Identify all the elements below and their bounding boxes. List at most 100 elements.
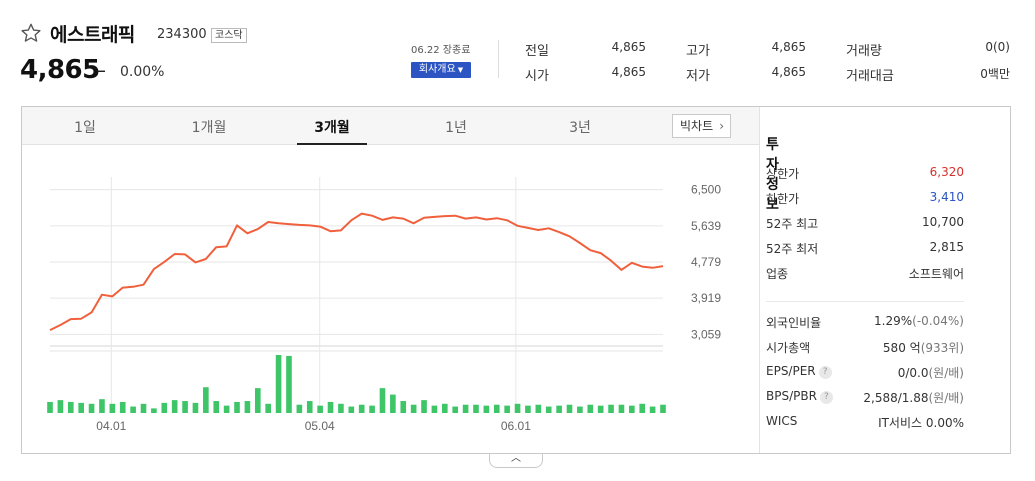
volume-bar xyxy=(234,401,240,413)
volume-bar xyxy=(275,355,282,413)
y-tick-label: 6,500 xyxy=(691,183,721,197)
volume-bar xyxy=(462,404,469,413)
chevron-up-icon: ︿ xyxy=(511,453,521,464)
volume-bar xyxy=(483,405,490,413)
volume-bar xyxy=(327,401,334,413)
info-value-main: 1.29% xyxy=(874,314,913,328)
big-chart-button[interactable]: 빅차트 › xyxy=(672,114,731,138)
volume-bar xyxy=(587,404,594,413)
y-tick-label: 5,639 xyxy=(691,219,721,233)
volume-bar xyxy=(400,401,407,413)
volume-bar xyxy=(660,404,666,413)
info-label: 52주 최고 xyxy=(766,217,819,231)
x-tick-label: 05.04 xyxy=(305,419,335,433)
volume-bar xyxy=(390,394,396,413)
tab-3m[interactable]: 3개월 xyxy=(314,120,350,136)
volume-bar xyxy=(88,403,95,413)
volume-bar xyxy=(213,401,220,413)
info-value-unit: (원/배) xyxy=(928,366,965,380)
volume-bar xyxy=(286,355,292,413)
info-value-unit: (933위) xyxy=(920,341,964,355)
quote-value-high: 4,865 xyxy=(771,40,806,54)
info-value: 6,320 xyxy=(929,165,964,179)
info-label: 시가총액 xyxy=(766,341,811,355)
info-value[interactable]: IT서비스 0.00% xyxy=(878,416,964,430)
info-row-foreign-ratio: 외국인비율 1.29%(-0.04%) xyxy=(766,314,964,334)
volume-bar xyxy=(171,400,178,413)
volume-bar xyxy=(244,401,251,413)
volume-bar xyxy=(379,388,386,413)
volume-bar xyxy=(140,403,147,413)
quote-label-high: 고가 xyxy=(686,44,710,59)
change-sign: – xyxy=(96,58,106,82)
info-label: BPS/PBR? xyxy=(766,389,833,404)
info-value: 580 억(933위) xyxy=(883,339,964,356)
volume-bar xyxy=(452,406,459,413)
quote-value-prev-close: 4,865 xyxy=(611,40,646,54)
volume-bar xyxy=(317,405,323,413)
help-icon[interactable]: ? xyxy=(818,366,832,379)
tab-1m[interactable]: 1개월 xyxy=(191,120,227,136)
volume-bar xyxy=(566,404,573,413)
info-label: EPS/PER? xyxy=(766,364,832,379)
volume-bar xyxy=(358,404,365,413)
price-chart[interactable]: 6,500 5,639 4,779 3,919 3,059 04.01 05.04 06.01 xyxy=(22,145,759,453)
info-label-text: EPS/PER xyxy=(766,364,816,378)
quote-value-open: 4,865 xyxy=(611,65,646,79)
y-tick-label: 3,919 xyxy=(691,291,721,305)
caret-down-icon: ▼ xyxy=(457,66,464,74)
change-rate: 0.00% xyxy=(120,64,165,80)
chart-panel: 1일 1개월 3개월 1년 3년 빅차트 › 6,500 5,639 4,779 3,… xyxy=(21,106,1011,454)
volume-bar xyxy=(649,406,656,413)
volume-bar xyxy=(493,404,500,413)
info-label: WICS xyxy=(766,414,798,428)
volume-bar xyxy=(442,403,448,413)
volume-bar xyxy=(192,402,199,413)
volume-bar xyxy=(545,406,552,413)
current-price: 4,865 xyxy=(20,55,100,85)
volume-bar xyxy=(410,404,417,413)
volume-bar xyxy=(151,408,157,413)
star-outline-icon[interactable] xyxy=(20,22,42,44)
info-row-lower-limit: 하한가 3,410 xyxy=(766,190,964,210)
volume-bar xyxy=(109,403,116,413)
x-tick-label: 06.01 xyxy=(501,419,531,433)
info-label: 업종 xyxy=(766,267,789,281)
info-label: 52주 최저 xyxy=(766,242,819,256)
company-info-label: 회사개요 xyxy=(418,64,456,75)
info-row-industry: 업종 소프트웨어 xyxy=(766,265,964,285)
volume-bar xyxy=(78,402,84,413)
info-value[interactable]: 소프트웨어 xyxy=(908,267,964,281)
quote-label-trading-value: 거래대금 xyxy=(846,69,894,84)
market-badge: 코스닥 xyxy=(211,28,247,43)
company-info-button[interactable]: 회사개요 ▼ xyxy=(411,62,471,78)
volume-bar xyxy=(254,388,261,413)
active-tab-indicator xyxy=(297,143,367,145)
tab-1y[interactable]: 1년 xyxy=(445,120,467,136)
info-label: 외국인비율 xyxy=(766,316,822,330)
period-tabs: 1일 1개월 3개월 1년 3년 빅차트 › xyxy=(22,107,759,145)
tab-1d[interactable]: 1일 xyxy=(74,120,96,136)
price-line xyxy=(49,212,664,331)
volume-bar xyxy=(473,404,479,413)
volume-bar xyxy=(556,405,562,413)
volume-bar xyxy=(608,404,614,413)
quote-label-prev-close: 전일 xyxy=(525,44,549,59)
info-row-52w-high: 52주 최고 10,700 xyxy=(766,215,964,235)
volume-bar xyxy=(67,401,74,413)
volume-bar xyxy=(639,403,646,413)
tab-3y[interactable]: 3년 xyxy=(569,120,591,136)
volume-bar xyxy=(504,405,510,413)
chevron-right-icon: › xyxy=(719,119,724,133)
volume-bar xyxy=(265,403,271,413)
info-row-eps-per: EPS/PER? 0/0.0(원/배) xyxy=(766,364,964,384)
info-value-main: 0/0.0 xyxy=(897,366,929,380)
volume-bar xyxy=(57,400,64,413)
quote-value-trading-value: 0백만 xyxy=(980,67,1010,81)
volume-bar xyxy=(130,406,136,413)
collapse-button[interactable]: ︿ xyxy=(489,454,543,468)
volume-bar xyxy=(514,403,521,413)
help-icon[interactable]: ? xyxy=(819,391,833,404)
quote-label-open: 시가 xyxy=(525,69,549,84)
volume-bar xyxy=(348,406,355,413)
